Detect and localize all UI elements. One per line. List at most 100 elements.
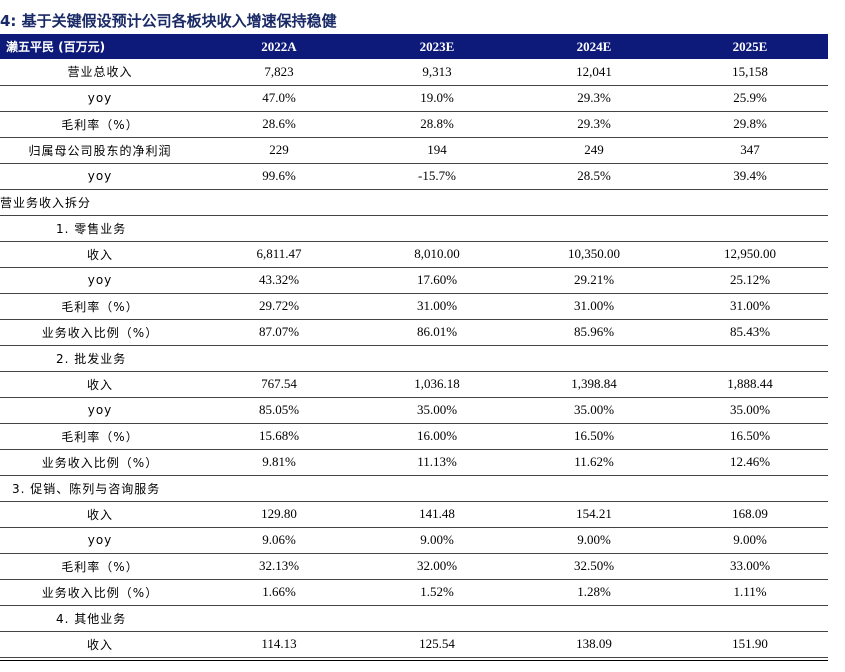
value-cell: 85.43% bbox=[672, 319, 828, 346]
row-label: 收入 bbox=[0, 631, 200, 658]
row-label: 3. 促销、陈列与咨询服务 bbox=[0, 475, 200, 502]
row-label: 收入 bbox=[0, 241, 200, 268]
row-label: 毛利率（%） bbox=[0, 111, 200, 138]
value-cell: 12,041 bbox=[516, 59, 672, 86]
value-cell: 28.6% bbox=[200, 111, 358, 138]
row-label: 毛利率（%） bbox=[0, 293, 200, 320]
value-cell: 25.9% bbox=[672, 85, 828, 112]
row-label: 收入 bbox=[0, 501, 200, 528]
value-cell bbox=[200, 189, 358, 216]
value-cell: 16.00% bbox=[358, 423, 516, 450]
row-label: 2. 批发业务 bbox=[0, 345, 200, 372]
table-title: 4: 基于关键假设预计公司各板块收入增速保持稳健 bbox=[0, 12, 337, 30]
header-year: 2025E bbox=[732, 38, 768, 54]
value-cell bbox=[358, 475, 516, 502]
value-cell: 32.50% bbox=[516, 553, 672, 580]
value-cell: 11.62% bbox=[516, 449, 672, 476]
value-cell: 154.21 bbox=[516, 501, 672, 528]
value-cell: 194 bbox=[358, 137, 516, 164]
value-cell: 1,036.18 bbox=[358, 371, 516, 398]
value-cell: 87.07% bbox=[200, 319, 358, 346]
value-cell: 29.8% bbox=[672, 111, 828, 138]
table-row: 毛利率（%） 29.72% 31.00% 31.00% 31.00% bbox=[0, 293, 828, 320]
value-cell: -15.7% bbox=[358, 163, 516, 190]
table-row: 毛利率（%） 15.68% 16.00% 16.50% 16.50% bbox=[0, 423, 828, 450]
value-cell: 35.00% bbox=[516, 397, 672, 424]
table-row: 收入 767.54 1,036.18 1,398.84 1,888.44 bbox=[0, 371, 828, 398]
value-cell: 19.0% bbox=[358, 85, 516, 112]
value-cell: 1,888.44 bbox=[672, 371, 828, 398]
value-cell: 35.00% bbox=[358, 397, 516, 424]
value-cell: 125.54 bbox=[358, 631, 516, 658]
table-row: 毛利率（%） 32.13% 32.00% 32.50% 33.00% bbox=[0, 553, 828, 580]
section-row: 3. 促销、陈列与咨询服务 bbox=[0, 475, 828, 502]
value-cell bbox=[200, 345, 358, 372]
value-cell: 86.01% bbox=[358, 319, 516, 346]
value-cell: 10,350.00 bbox=[516, 241, 672, 268]
table-row: 业务收入比例（%） 1.66% 1.52% 1.28% 1.11% bbox=[0, 579, 828, 606]
value-cell bbox=[200, 605, 358, 632]
value-cell bbox=[358, 605, 516, 632]
value-cell: 12.46% bbox=[672, 449, 828, 476]
value-cell bbox=[672, 345, 828, 372]
value-cell: 249 bbox=[516, 137, 672, 164]
row-label: yoy bbox=[0, 397, 200, 424]
row-label: 业务收入比例（%） bbox=[0, 579, 200, 606]
section-row: 1. 零售业务 bbox=[0, 215, 828, 242]
value-cell bbox=[358, 345, 516, 372]
table-row: 收入 114.13 125.54 138.09 151.90 bbox=[0, 631, 828, 658]
value-cell: 99.6% bbox=[200, 163, 358, 190]
value-cell: 15,158 bbox=[672, 59, 828, 86]
value-cell: 29.3% bbox=[516, 111, 672, 138]
value-cell: 25.12% bbox=[672, 267, 828, 294]
table-header: 濑五平民 (百万元) 2022A 2023E 2024E 2025E bbox=[0, 34, 828, 59]
value-cell: 32.00% bbox=[358, 553, 516, 580]
header-year: 2024E bbox=[576, 38, 612, 54]
value-cell: 141.48 bbox=[358, 501, 516, 528]
row-label: yoy bbox=[0, 163, 200, 190]
section-row: 营业务收入拆分 bbox=[0, 189, 828, 216]
value-cell: 168.09 bbox=[672, 501, 828, 528]
value-cell bbox=[516, 605, 672, 632]
value-cell: 151.90 bbox=[672, 631, 828, 658]
value-cell: 85.96% bbox=[516, 319, 672, 346]
value-cell: 9.06% bbox=[200, 527, 358, 554]
value-cell: 32.13% bbox=[200, 553, 358, 580]
row-label: 营业总收入 bbox=[0, 59, 200, 86]
value-cell: 12,950.00 bbox=[672, 241, 828, 268]
row-label: 归属母公司股东的净利润 bbox=[0, 137, 200, 164]
value-cell: 31.00% bbox=[516, 293, 672, 320]
value-cell: 9,313 bbox=[358, 59, 516, 86]
row-label: 1. 零售业务 bbox=[0, 215, 200, 242]
value-cell: 1.52% bbox=[358, 579, 516, 606]
table-row: 归属母公司股东的净利润 229 194 249 347 bbox=[0, 137, 828, 164]
value-cell bbox=[672, 605, 828, 632]
section-row: 2. 批发业务 bbox=[0, 345, 828, 372]
table-row: yoy 99.6% -15.7% 28.5% 39.4% bbox=[0, 163, 828, 190]
value-cell: 114.13 bbox=[200, 631, 358, 658]
table-row: yoy 9.06% 9.00% 9.00% 9.00% bbox=[0, 527, 828, 554]
value-cell: 33.00% bbox=[672, 553, 828, 580]
value-cell: 39.4% bbox=[672, 163, 828, 190]
table-row: yoy 43.32% 17.60% 29.21% 25.12% bbox=[0, 267, 828, 294]
value-cell: 347 bbox=[672, 137, 828, 164]
value-cell: 28.5% bbox=[516, 163, 672, 190]
header-year: 2023E bbox=[419, 38, 455, 54]
value-cell: 767.54 bbox=[200, 371, 358, 398]
table-row: 业务收入比例（%） 9.81% 11.13% 11.62% 12.46% bbox=[0, 449, 828, 476]
table-row: 业务收入比例（%） 87.07% 86.01% 85.96% 85.43% bbox=[0, 319, 828, 346]
table-row: yoy 47.0% 19.0% 29.3% 25.9% bbox=[0, 85, 828, 112]
value-cell: 47.0% bbox=[200, 85, 358, 112]
value-cell: 28.8% bbox=[358, 111, 516, 138]
row-label: 业务收入比例（%） bbox=[0, 449, 200, 476]
value-cell: 31.00% bbox=[358, 293, 516, 320]
value-cell bbox=[672, 189, 828, 216]
value-cell: 29.3% bbox=[516, 85, 672, 112]
row-label: 毛利率（%） bbox=[0, 553, 200, 580]
section-row: 4. 其他业务 bbox=[0, 605, 828, 632]
row-label: 收入 bbox=[0, 371, 200, 398]
value-cell: 1.11% bbox=[672, 579, 828, 606]
value-cell: 17.60% bbox=[358, 267, 516, 294]
value-cell: 7,823 bbox=[200, 59, 358, 86]
row-label: 业务收入比例（%） bbox=[0, 319, 200, 346]
